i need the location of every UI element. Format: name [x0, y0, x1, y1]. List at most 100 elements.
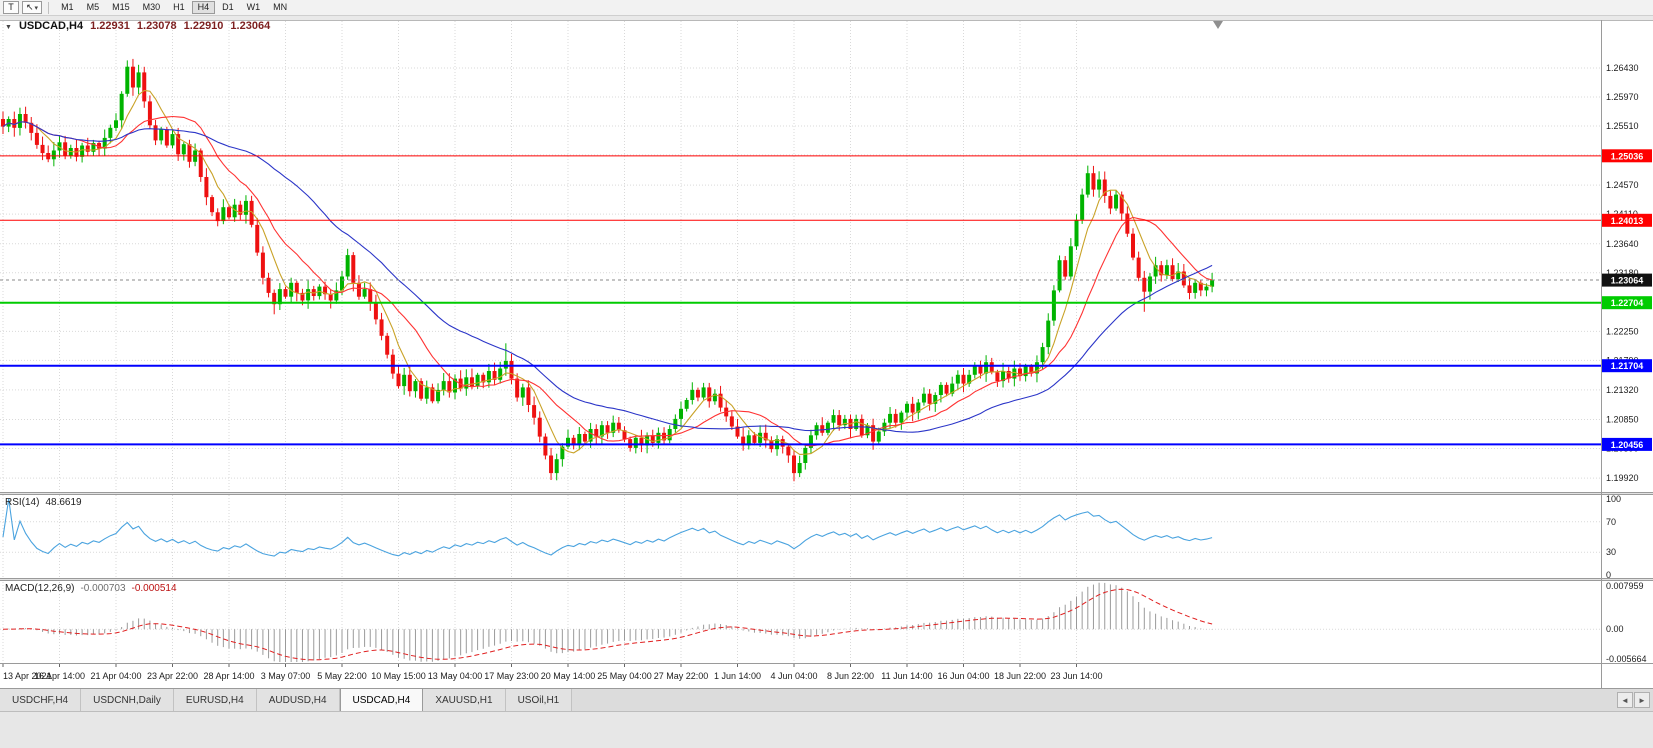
svg-text:0: 0: [1606, 570, 1611, 580]
svg-text:1.21320: 1.21320: [1606, 385, 1639, 395]
vertical-gridlines: [2, 21, 1077, 663]
chevron-down-icon: ▾: [34, 5, 39, 12]
svg-text:1.22250: 1.22250: [1606, 326, 1639, 336]
rsi-line: [2, 498, 1213, 557]
svg-text:28 Apr 14:00: 28 Apr 14:00: [203, 671, 254, 681]
svg-text:13 May 04:00: 13 May 04:00: [428, 671, 483, 681]
svg-text:11 Jun 14:00: 11 Jun 14:00: [881, 671, 932, 681]
ohlc-close: 1.23064: [230, 20, 271, 32]
status-bar: [0, 711, 1653, 748]
chart-tab-usdchf[interactable]: USDCHF,H4: [0, 689, 82, 711]
timeframe-toolbar: M1 M5 M15 M30 H1 H4 D1 W1 MN: [55, 1, 293, 14]
price-badge-1.25036: 1.25036: [1602, 149, 1652, 163]
svg-text:0.007959: 0.007959: [1606, 581, 1644, 591]
chart-tabs-bar: USDCHF,H4 USDCNH,Daily EURUSD,H4 AUDUSD,H4 U…: [0, 688, 1653, 711]
price-axis-labels: 1.264301.259701.255101.250501.245701.241…: [1606, 63, 1639, 483]
svg-text:17 May 23:00: 17 May 23:00: [484, 671, 539, 681]
chart-tab-usoil[interactable]: USOil,H1: [505, 689, 573, 711]
svg-text:25 May 04:00: 25 May 04:00: [597, 671, 652, 681]
svg-text:3 May 07:00: 3 May 07:00: [261, 671, 311, 681]
price-badge-1.24013: 1.24013: [1602, 213, 1652, 227]
svg-text:1 Jun 14:00: 1 Jun 14:00: [714, 671, 761, 681]
svg-text:1.21704: 1.21704: [1611, 361, 1644, 371]
svg-text:21 Apr 04:00: 21 Apr 04:00: [90, 671, 141, 681]
timeframe-button-m30[interactable]: M30: [137, 1, 167, 14]
toolbar-separator: [48, 1, 50, 14]
candles-layer: [1, 58, 1215, 482]
chart-ohlc-header: ▼ USDCAD,H4 1.22931 1.23078 1.22910 1.23…: [5, 20, 270, 32]
svg-text:-0.005664: -0.005664: [1606, 654, 1647, 664]
tabs-nav: ◄ ►: [1617, 689, 1653, 711]
svg-text:1.23640: 1.23640: [1606, 239, 1639, 249]
svg-text:5 May 22:00: 5 May 22:00: [317, 671, 367, 681]
svg-text:4 Jun 04:00: 4 Jun 04:00: [770, 671, 817, 681]
svg-text:13 Apr 2021: 13 Apr 2021: [3, 671, 52, 681]
svg-text:1.26430: 1.26430: [1606, 63, 1639, 73]
svg-text:1.25510: 1.25510: [1606, 121, 1639, 131]
timeframe-button-w1[interactable]: W1: [241, 1, 267, 14]
timeframe-button-d1[interactable]: D1: [216, 1, 240, 14]
svg-text:1.22704: 1.22704: [1611, 298, 1644, 308]
timeframe-button-m5[interactable]: M5: [81, 1, 106, 14]
svg-text:30: 30: [1606, 547, 1616, 557]
macd-label: MACD(12,26,9): [5, 583, 75, 594]
svg-text:1.23064: 1.23064: [1611, 276, 1644, 286]
chart-tab-xauusd[interactable]: XAUUSD,H1: [423, 689, 506, 711]
ohlc-high: 1.23078: [136, 20, 177, 32]
price-badge-1.21704: 1.21704: [1602, 359, 1652, 373]
price-badge-1.20456: 1.20456: [1602, 437, 1652, 451]
tabs-scroll-left-button[interactable]: ◄: [1617, 692, 1633, 708]
svg-text:20 May 14:00: 20 May 14:00: [541, 671, 596, 681]
svg-text:18 Jun 22:00: 18 Jun 22:00: [994, 671, 1046, 681]
svg-text:23 Jun 14:00: 23 Jun 14:00: [1050, 671, 1102, 681]
chart-background: [0, 20, 1653, 688]
svg-text:0.00: 0.00: [1606, 624, 1624, 634]
macd-signal-value: -0.000514: [131, 583, 177, 594]
cursor-icon: ↖: [26, 2, 34, 12]
svg-text:10 May 15:00: 10 May 15:00: [371, 671, 426, 681]
svg-text:27 May 22:00: 27 May 22:00: [654, 671, 709, 681]
svg-text:1.23180: 1.23180: [1606, 268, 1639, 278]
svg-text:1.19920: 1.19920: [1606, 473, 1639, 483]
cursor-tool-button[interactable]: ↖▾: [22, 1, 43, 14]
rsi-label: RSI(14): [5, 497, 40, 508]
macd-histogram: [8, 582, 1213, 662]
timeframe-button-mn[interactable]: MN: [267, 1, 293, 14]
macd-signal-line: [2, 588, 1213, 661]
ohlc-low: 1.22910: [183, 20, 224, 32]
svg-text:1.25036: 1.25036: [1611, 151, 1644, 161]
timeframe-button-h4[interactable]: H4: [191, 1, 216, 14]
rsi-value: 48.6619: [45, 497, 82, 508]
chart-tab-eurusd[interactable]: EURUSD,H4: [173, 689, 257, 711]
macd-indicator-header: MACD(12,26,9) -0.000703 -0.000514: [5, 583, 177, 594]
collapse-triangle-icon[interactable]: ▼: [5, 24, 12, 31]
toolbar-t-button[interactable]: T: [3, 1, 19, 14]
svg-text:100: 100: [1606, 494, 1621, 504]
svg-text:1.25970: 1.25970: [1606, 92, 1639, 102]
svg-text:23 Apr 22:00: 23 Apr 22:00: [147, 671, 198, 681]
timeframe-button-m1[interactable]: M1: [55, 1, 80, 14]
tabs-scroll-right-button[interactable]: ►: [1634, 692, 1650, 708]
price-badge-1.22704: 1.22704: [1602, 296, 1652, 310]
macd-main-value: -0.000703: [80, 583, 126, 594]
chart-shift-marker[interactable]: [1213, 21, 1223, 29]
chart-canvas[interactable]: 1.264301.259701.255101.250501.245701.241…: [0, 0, 1653, 688]
timeframe-button-m15[interactable]: M15: [106, 1, 136, 14]
rsi-indicator-header: RSI(14) 48.6619: [5, 497, 82, 508]
moving-average-6: [2, 89, 1213, 455]
tabs-list: USDCHF,H4 USDCNH,Daily EURUSD,H4 AUDUSD,H4 U…: [0, 689, 573, 711]
chart-tab-audusd[interactable]: AUDUSD,H4: [256, 689, 340, 711]
chart-tab-usdcnh[interactable]: USDCNH,Daily: [81, 689, 174, 711]
svg-text:70: 70: [1606, 517, 1616, 527]
chart-tab-usdcad[interactable]: USDCAD,H4: [339, 689, 424, 711]
chart-symbol-label: USDCAD,H4: [18, 20, 84, 32]
svg-text:1.20850: 1.20850: [1606, 415, 1639, 425]
svg-text:8 Jun 22:00: 8 Jun 22:00: [827, 671, 874, 681]
svg-text:1.24013: 1.24013: [1611, 216, 1644, 226]
moving-average-34: [2, 121, 1213, 433]
current-price-badge: 1.23064: [1602, 273, 1652, 287]
ohlc-open: 1.22931: [90, 20, 130, 32]
svg-text:1.20456: 1.20456: [1611, 440, 1644, 450]
timeframe-button-h1[interactable]: H1: [167, 1, 191, 14]
